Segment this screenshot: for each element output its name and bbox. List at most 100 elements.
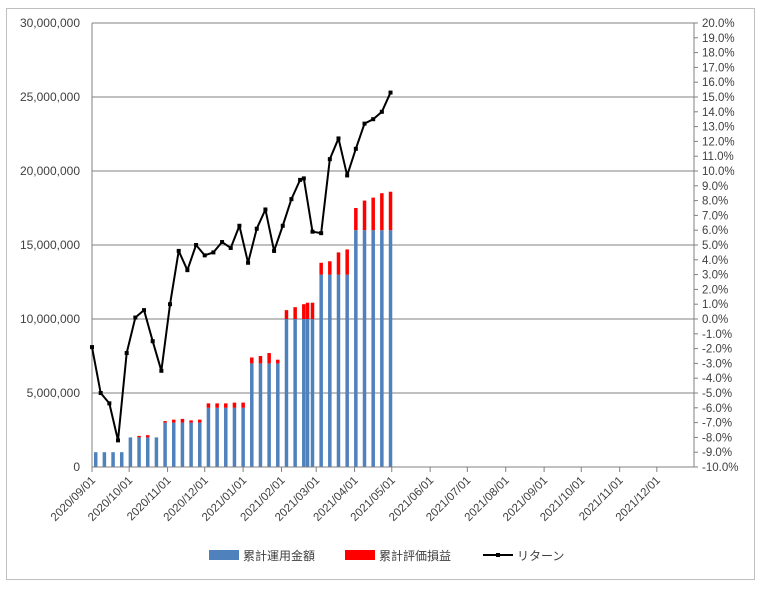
return-point (254, 226, 259, 231)
right-axis-tick-label: 9.0% (702, 181, 728, 193)
right-axis-tick-label: 10.0% (702, 166, 735, 178)
right-axis-tick-label: 1.0% (702, 299, 728, 311)
invested-bar (145, 437, 150, 467)
bars (93, 191, 393, 467)
invested-bar (102, 452, 107, 467)
legend-swatch (209, 550, 239, 560)
gain-bar (345, 249, 349, 275)
return-point (107, 401, 112, 406)
gain-bar (276, 359, 280, 364)
right-axis-tick-label: -2.0% (702, 344, 732, 356)
legend-label: リターン (517, 549, 564, 563)
invested-bar (345, 274, 349, 467)
return-point (246, 260, 251, 265)
legend: 累計運用金額 累計評価損益 リターン (209, 548, 564, 563)
gain-bar (284, 310, 289, 319)
return-point (336, 136, 341, 141)
return-point (150, 339, 155, 344)
right-axis-tick-label: 0.0% (702, 314, 728, 326)
gain-bar (224, 403, 228, 408)
left-axis-tick-label: 5,000,000 (27, 386, 81, 400)
invested-bar (336, 274, 341, 467)
invested-bar (154, 437, 159, 467)
return-point (237, 223, 242, 228)
return-point (176, 248, 181, 253)
invested-bar (215, 407, 219, 467)
return-point (142, 308, 147, 313)
return-point (353, 146, 358, 151)
gain-bar (305, 302, 310, 319)
right-axis-tick-label: 12.0% (702, 136, 735, 148)
left-axis-tick-label: 20,000,000 (20, 164, 80, 178)
invested-bar (180, 422, 185, 467)
right-axis-tick-label: 5.0% (702, 240, 728, 252)
right-axis-tick-label: -10.0% (702, 462, 738, 474)
return-point (298, 177, 303, 182)
right-axis-tick-label: -4.0% (702, 373, 732, 385)
right-axis-tick-label: 8.0% (702, 196, 728, 208)
gain-bar (380, 193, 384, 231)
left-axis-tick-label: 15,000,000 (20, 238, 80, 252)
gain-bar (258, 356, 263, 364)
right-axis-tick-label: -3.0% (702, 358, 732, 370)
return-point (280, 223, 285, 228)
return-point (379, 109, 384, 114)
return-point (272, 248, 277, 253)
return-point (310, 229, 315, 234)
return-point (362, 121, 367, 126)
return-point (345, 173, 350, 178)
gridlines (92, 22, 694, 394)
gain-bar (172, 419, 176, 423)
chart-svg: 0 5,000,000 10,000,000 15,000,000 20,000,000… (20, 16, 739, 563)
right-axis-tick-label: 4.0% (702, 255, 728, 267)
invested-bar (163, 422, 167, 467)
invested-bar (250, 363, 254, 467)
right-axis-tick-label: 20.0% (702, 18, 735, 30)
gain-bar (293, 307, 297, 319)
invested-bar (284, 319, 289, 467)
right-axis-tick-label: 7.0% (702, 210, 728, 222)
invested-bar (310, 319, 315, 467)
return-point (168, 302, 173, 307)
return-point (301, 176, 306, 181)
left-axis-tick-label: 10,000,000 (20, 312, 80, 326)
return-point (202, 253, 207, 258)
right-axis-tick-label: 16.0% (702, 77, 735, 89)
invested-bar (189, 422, 193, 467)
left-axis-tick-label: 0 (73, 460, 80, 474)
legend-swatch (345, 550, 375, 560)
gain-bar (336, 252, 341, 275)
return-point (185, 268, 190, 273)
right-axis-tick-label: -5.0% (702, 388, 732, 400)
right-axis-tick-label: 17.0% (702, 62, 735, 74)
right-axis-tick-label: 2.0% (702, 284, 728, 296)
gain-bar (198, 419, 202, 423)
invested-bar (128, 437, 133, 467)
invested-bar (328, 274, 332, 467)
invested-bar (232, 407, 237, 467)
gain-bar (163, 421, 167, 423)
legend-marker (496, 553, 500, 557)
gain-bar (302, 304, 306, 319)
return-point (319, 231, 324, 236)
invested-bar (371, 230, 375, 467)
invested-bar (354, 230, 358, 467)
right-axis-tick-label: 6.0% (702, 225, 728, 237)
invested-bar (380, 230, 384, 467)
invested-bar (206, 407, 211, 467)
gain-bar (250, 357, 254, 364)
return-point (371, 117, 376, 122)
return-point (159, 368, 164, 373)
invested-bar (276, 363, 280, 467)
invested-bar (224, 407, 228, 467)
gain-bar (145, 435, 150, 438)
invested-bar (319, 274, 323, 467)
right-axis-tick-label: -1.0% (702, 329, 732, 341)
return-point (116, 438, 121, 443)
right-axis-tick-label: -9.0% (702, 447, 732, 459)
return-point (98, 391, 103, 395)
gain-bar (371, 197, 375, 231)
legend-label: 累計運用金額 (243, 548, 315, 563)
return-point (220, 240, 225, 245)
invested-bar (388, 230, 393, 467)
